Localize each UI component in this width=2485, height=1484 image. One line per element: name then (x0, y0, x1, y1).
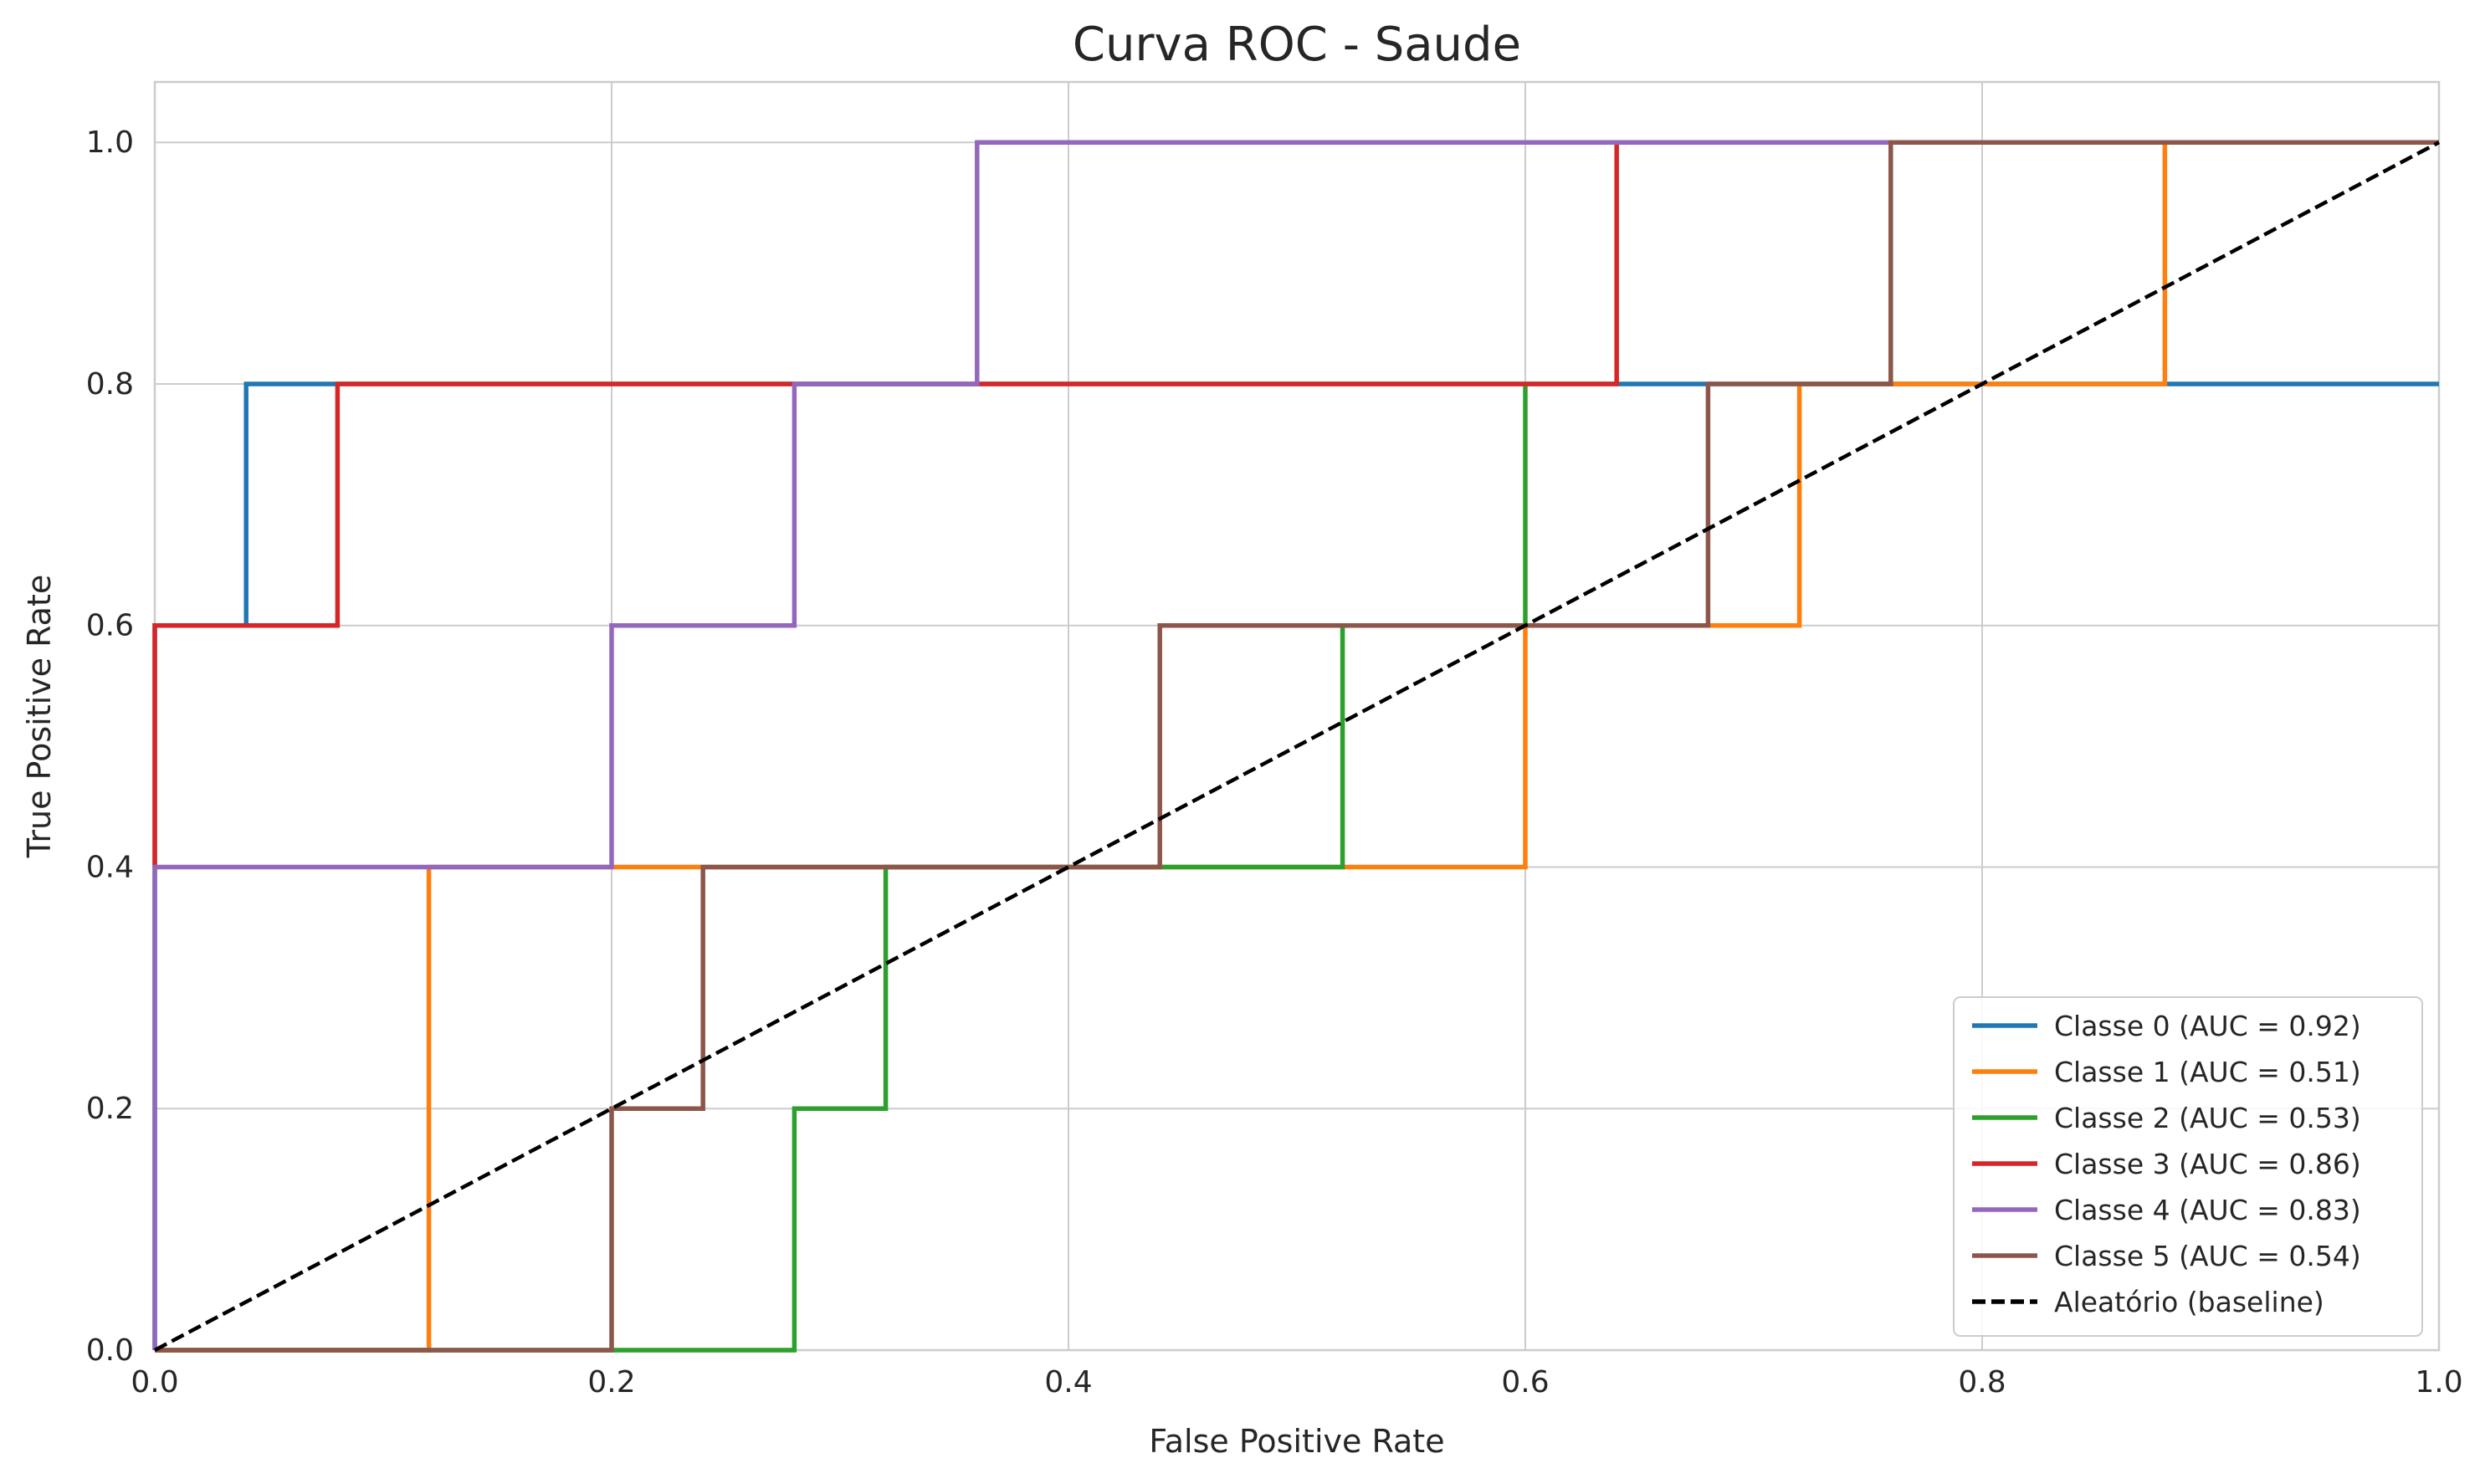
legend-entry-label: Classe 1 (AUC = 0.51) (2054, 1056, 2361, 1088)
x-tick-label: 0.8 (1958, 1365, 2006, 1400)
x-tick-label: 0.0 (131, 1365, 178, 1400)
x-axis-label: False Positive Rate (1149, 1423, 1444, 1460)
series-line-classe-3 (152, 140, 2439, 867)
legend-entry-label: Classe 5 (AUC = 0.54) (2054, 1240, 2361, 1272)
series-layer (152, 140, 2441, 1353)
x-tick-label: 0.4 (1044, 1365, 1092, 1400)
axes: 0.0 0.2 0.4 0.6 0.8 1.0 0.0 0.2 0.4 0.6 0.8 1.0 (86, 125, 2463, 1400)
legend-entry-label: Aleatório (baseline) (2054, 1286, 2324, 1318)
legend-entry-label: Classe 3 (AUC = 0.86) (2054, 1148, 2361, 1180)
legend-entry-label: Classe 2 (AUC = 0.53) (2054, 1102, 2361, 1134)
legend-entry-label: Classe 4 (AUC = 0.83) (2054, 1194, 2361, 1226)
y-tick-label: 0.6 (86, 609, 134, 643)
series-line-classe-5 (155, 140, 2439, 1353)
legend-entry-label: Classe 0 (AUC = 0.92) (2054, 1010, 2361, 1042)
y-tick-label: 0.0 (86, 1333, 134, 1368)
legend-box (1953, 996, 2423, 1337)
y-tick-label: 1.0 (86, 125, 134, 160)
chart-title: Curva ROC - Saude (1073, 18, 1521, 72)
x-tick-label: 1.0 (2415, 1365, 2462, 1400)
y-axis-label: True Positive Rate (21, 575, 58, 859)
x-tick-label: 0.2 (587, 1365, 635, 1400)
y-tick-label: 0.2 (86, 1092, 134, 1126)
legend: Classe 0 (AUC = 0.92) Classe 1 (AUC = 0.5… (1953, 996, 2423, 1337)
baseline-line (153, 141, 2441, 1352)
x-tick-label: 0.6 (1501, 1365, 1549, 1400)
y-tick-label: 0.8 (86, 367, 134, 402)
y-tick-label: 0.4 (86, 850, 134, 884)
series-line-classe-4 (152, 140, 2439, 1350)
